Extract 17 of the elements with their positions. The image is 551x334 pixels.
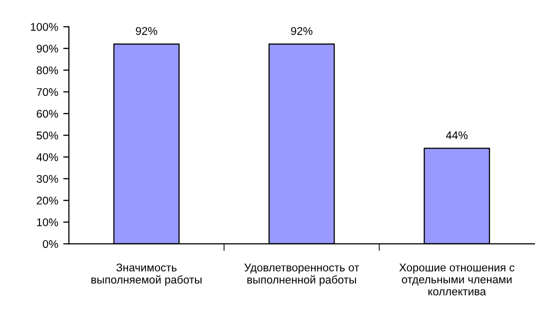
text: 92% bbox=[291, 27, 312, 35]
y-tick-label: 50% bbox=[36, 132, 58, 140]
x-tick-label: Значимость выполняемой работы bbox=[92, 264, 202, 286]
y-tick-label: 20% bbox=[36, 196, 58, 205]
text: 44% bbox=[446, 131, 468, 140]
text: 92% bbox=[136, 27, 158, 35]
y-tick-label: 0% bbox=[42, 240, 58, 248]
y-tick-label: 30% bbox=[36, 174, 58, 183]
y-tick-label: 10% bbox=[37, 218, 58, 226]
y-tick-label: 80% bbox=[36, 66, 58, 74]
y-tick-label: 40% bbox=[36, 153, 58, 162]
y-tick-label: 60% bbox=[36, 110, 58, 118]
x-tick-label: Удовлетворенность от выполненной работы bbox=[244, 264, 360, 286]
y-tick-label: 70% bbox=[36, 88, 58, 96]
y-tick-label: 100% bbox=[30, 22, 58, 31]
x-tick-label: Хорошие отношения с отдельными членами коллектива bbox=[399, 264, 514, 296]
y-tick-label: 90% bbox=[36, 44, 58, 53]
